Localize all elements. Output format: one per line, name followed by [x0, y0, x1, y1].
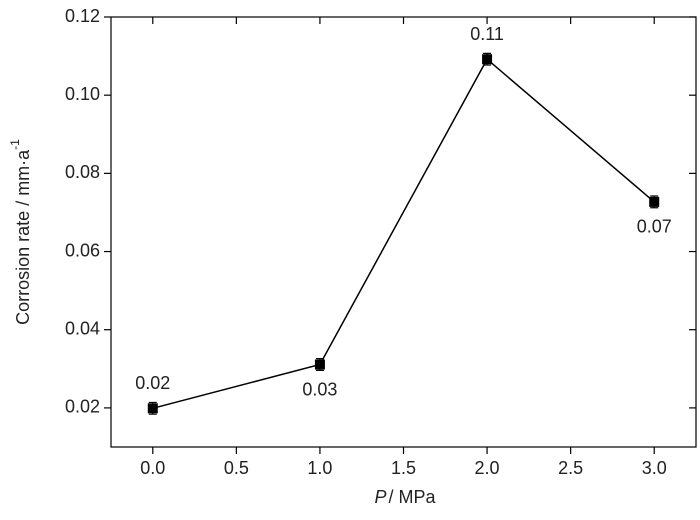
y-tick-label: 0.04: [65, 318, 100, 338]
y-tick-label: 0.06: [65, 240, 100, 260]
x-axis-label: P / MPa: [374, 487, 436, 507]
x-tick-label: 3.0: [642, 458, 667, 478]
x-tick-label: 1.5: [391, 458, 416, 478]
x-tick-label: 0.0: [140, 458, 165, 478]
value-label: 0.02: [135, 373, 170, 393]
x-label-symbol: P: [374, 487, 386, 507]
x-tick-label: 1.0: [307, 458, 332, 478]
y-tick-label: 0.02: [65, 397, 100, 417]
x-tick-label: 0.5: [224, 458, 249, 478]
marker: [482, 54, 493, 65]
y-tick-label: 0.12: [65, 6, 100, 26]
line: [152, 58, 655, 410]
marker: [314, 359, 325, 370]
y-tick-label: 0.08: [65, 162, 100, 182]
y-tick-label: 0.10: [65, 84, 100, 104]
x-tick-label: 2.0: [475, 458, 500, 478]
y-label-text: Corrosion rate / mm·a: [13, 149, 33, 325]
x-label-unit: / MPa: [389, 487, 437, 507]
marker: [649, 196, 660, 207]
marker: [147, 403, 158, 414]
y-axis-label: Corrosion rate / mm·a-1: [8, 139, 33, 325]
x-tick-label: 2.5: [558, 458, 583, 478]
value-label: 0.03: [302, 379, 337, 399]
plot-frame: [110, 16, 697, 448]
value-label: 0.11: [470, 24, 504, 44]
y-label-superscript: -1: [8, 139, 22, 150]
value-label: 0.07: [637, 217, 672, 237]
